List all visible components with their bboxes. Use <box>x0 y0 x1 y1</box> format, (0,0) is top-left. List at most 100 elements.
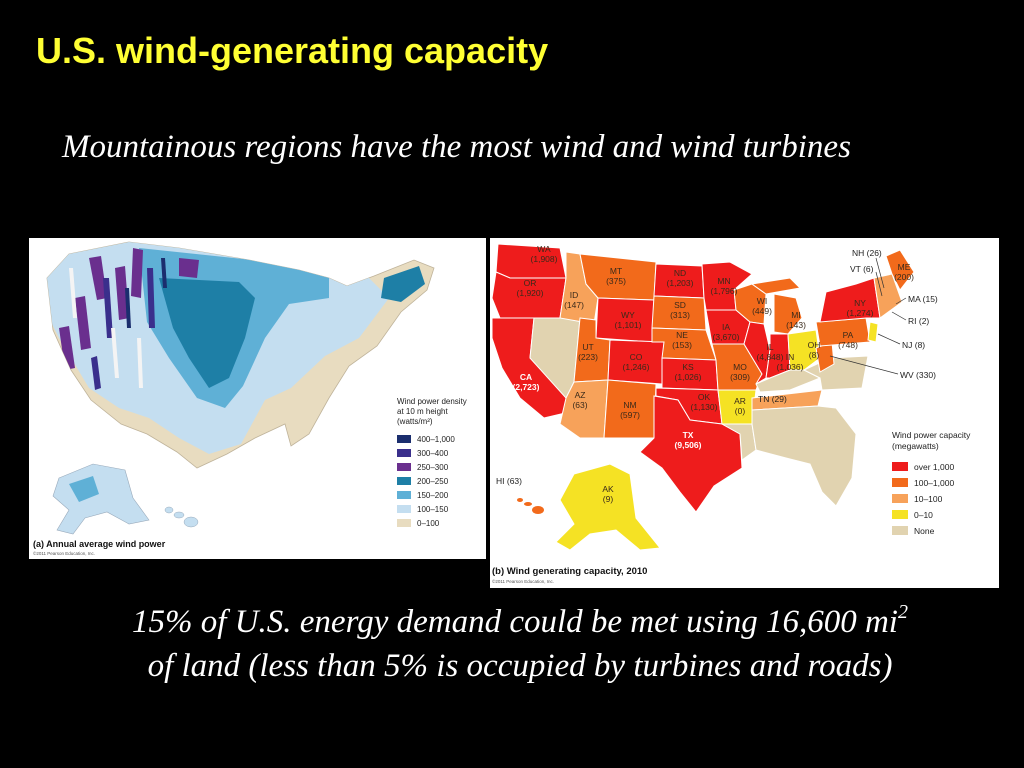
state-label-value: (143) <box>786 320 806 330</box>
legend-a-swatch <box>397 519 411 527</box>
callout-lines <box>829 257 907 375</box>
legend-b-title-line: (megawatts) <box>892 441 939 451</box>
state-label-abbr: IN <box>786 352 795 362</box>
legend-b-label: 100–1,000 <box>914 478 954 488</box>
slide-title: U.S. wind-generating capacity <box>36 30 549 71</box>
state-label-abbr: ND <box>674 268 686 278</box>
map-b-copyright: ©2011 Pearson Education, Inc. <box>492 578 554 584</box>
state-label-abbr: WI <box>757 296 767 306</box>
state-label-abbr: WA <box>537 244 551 254</box>
state-label-abbr: KS <box>682 362 694 372</box>
capacity-legend: Wind power capacity(megawatts) over 1,000… <box>892 430 971 536</box>
legend-a-label: 100–150 <box>417 505 449 514</box>
legend-b-label: None <box>914 526 935 536</box>
wind-capacity-map-panel: WA (1,908) OR (1,920) CA (2,723) ID (147) MT (375… <box>490 238 999 588</box>
state-label-value: (597) <box>620 410 640 420</box>
zone-300-400 <box>91 268 155 390</box>
legend-b-swatch <box>892 526 908 535</box>
state-label-abbr: OR <box>524 278 537 288</box>
legend-a-swatch <box>397 449 411 457</box>
callout-label: NJ (8) <box>902 340 925 350</box>
state-label-abbr: ME <box>898 262 911 272</box>
callout-labels: NH (26) VT (6) MA (15) RI (2) NJ (8) WV (330)… <box>496 248 938 486</box>
state-label-value: (1,203) <box>667 278 694 288</box>
state-label-value: (1,274) <box>847 308 874 318</box>
callout-label: HI (63) <box>496 476 522 486</box>
wind-power-map-panel: Wind power density at 10 m height (watts/m… <box>29 238 486 559</box>
state-MI <box>773 293 803 335</box>
legend-a-label: 150–200 <box>417 491 449 500</box>
callout-label: WV (330) <box>900 370 936 380</box>
state-label-value: (200) <box>894 272 914 282</box>
state-label-abbr: AZ <box>575 390 586 400</box>
state-label-value: (1,101) <box>615 320 642 330</box>
state-label-value: (0) <box>735 406 746 416</box>
legend-b-label: 0–10 <box>914 510 933 520</box>
state-label-value: (1,908) <box>531 254 558 264</box>
state-label-value: (3,670) <box>713 332 740 342</box>
state-label-abbr: IA <box>722 322 730 332</box>
legend-a-swatch <box>397 463 411 471</box>
slide-subtitle: Mountainous regions have the most wind a… <box>62 129 851 165</box>
state-label-abbr: CO <box>630 352 643 362</box>
state-NE-states <box>873 273 903 319</box>
legend-a-swatch <box>397 477 411 485</box>
state-SE <box>751 405 857 507</box>
state-label-abbr: OK <box>698 392 711 402</box>
callout-label: MA (15) <box>908 294 938 304</box>
state-label-value: (4,848) <box>757 352 784 362</box>
state-label-value: (147) <box>564 300 584 310</box>
state-label-abbr: NE <box>676 330 688 340</box>
footer-text-part2: of land (less than 5% is occupied by tur… <box>147 648 893 684</box>
legend-b-label: 10–100 <box>914 494 943 504</box>
callout-label: TN (29) <box>758 394 787 404</box>
legend-b-swatch <box>892 462 908 471</box>
state-label-value: (313) <box>670 310 690 320</box>
state-label-value: (9,506) <box>675 440 702 450</box>
legend-b-title-line: Wind power capacity <box>892 430 971 440</box>
hawaii-shape <box>164 506 199 528</box>
callout-label: VT (6) <box>850 264 874 274</box>
state-label-value: (1,796) <box>711 286 738 296</box>
legend-a-label: 0–100 <box>417 519 440 528</box>
state-label-abbr: NM <box>623 400 636 410</box>
state-label-abbr: MO <box>733 362 747 372</box>
state-label-abbr: AR <box>734 396 746 406</box>
state-label-value: (8) <box>809 350 820 360</box>
state-label-value: (1,920) <box>517 288 544 298</box>
state-HI-shape <box>517 498 544 514</box>
state-LA <box>720 423 757 461</box>
footer-text-part1: 15% of U.S. energy demand could be met u… <box>132 604 898 640</box>
state-label-value: (2,723) <box>513 382 540 392</box>
legend-b-label: over 1,000 <box>914 462 954 472</box>
state-label-abbr: MT <box>610 266 622 276</box>
state-label-abbr: MI <box>791 310 800 320</box>
callout-label: RI (2) <box>908 316 929 326</box>
state-label-value: (1,036) <box>777 362 804 372</box>
state-NJ <box>867 321 879 343</box>
zone-streaks <box>69 268 143 388</box>
state-IL <box>743 321 771 385</box>
legend-a-label: 200–250 <box>417 477 449 486</box>
state-label-abbr: ID <box>570 290 579 300</box>
zone-400-1000 <box>125 258 167 328</box>
legend-b-swatch <box>892 494 908 503</box>
state-label-value: (375) <box>606 276 626 286</box>
state-TX <box>639 395 743 513</box>
legend-a-swatch <box>397 491 411 499</box>
map-a-caption: (a) Annual average wind power <box>33 539 166 549</box>
legend-a-swatch <box>397 505 411 513</box>
state-label-value: (309) <box>730 372 750 382</box>
zone-200-250 <box>159 278 255 388</box>
state-label-value: (153) <box>672 340 692 350</box>
state-labels: WA(1,908) OR(1,920) CA(2,723) ID(147) MT(375… <box>513 244 915 504</box>
state-label-value: (449) <box>752 306 772 316</box>
state-label-abbr: TX <box>683 430 694 440</box>
legend-a-title-line: Wind power density <box>397 397 467 406</box>
legend-a-title-line: (watts/m²) <box>397 417 433 426</box>
map-a-copyright: ©2011 Pearson Education, Inc. <box>33 550 95 556</box>
state-label-abbr: PA <box>843 330 854 340</box>
legend-a-label: 400–1,000 <box>417 435 455 444</box>
